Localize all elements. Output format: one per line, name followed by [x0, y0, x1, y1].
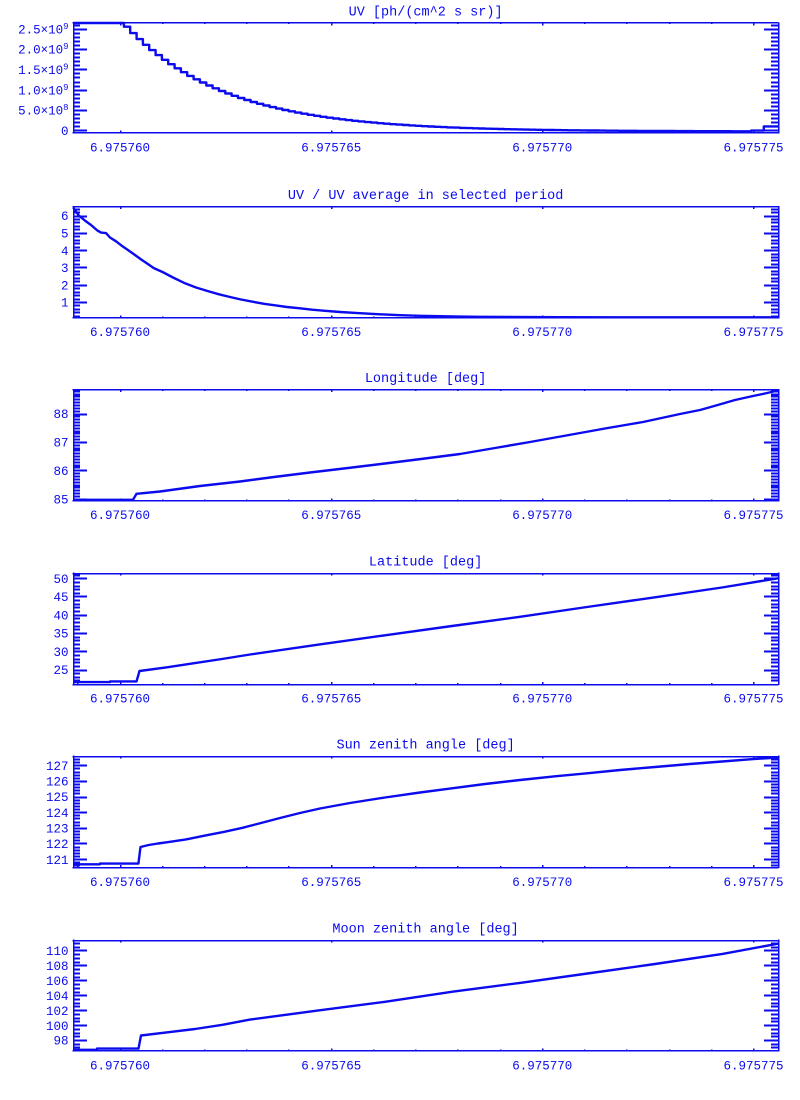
svg-text:6.975770: 6.975770: [512, 509, 572, 523]
svg-text:6.975765: 6.975765: [301, 693, 361, 707]
svg-text:5.0×108: 5.0×108: [18, 103, 68, 119]
svg-text:88: 88: [53, 408, 68, 422]
svg-text:35: 35: [53, 628, 68, 642]
svg-text:6.975775: 6.975775: [723, 509, 783, 523]
svg-text:6.975775: 6.975775: [723, 326, 783, 340]
svg-text:1: 1: [61, 297, 69, 311]
svg-text:6.975760: 6.975760: [90, 1059, 150, 1073]
svg-text:Sun zenith angle [deg]: Sun zenith angle [deg]: [336, 739, 514, 754]
svg-text:123: 123: [46, 823, 69, 837]
svg-text:5: 5: [61, 228, 69, 242]
svg-text:100: 100: [46, 1020, 69, 1034]
svg-text:6.975760: 6.975760: [90, 876, 150, 890]
svg-text:6.975760: 6.975760: [90, 142, 150, 156]
svg-text:102: 102: [46, 1005, 69, 1019]
svg-text:6.975760: 6.975760: [90, 693, 150, 707]
svg-text:122: 122: [46, 838, 69, 852]
svg-text:2.0×109: 2.0×109: [18, 42, 68, 58]
svg-text:6.975760: 6.975760: [90, 326, 150, 340]
svg-text:106: 106: [46, 975, 69, 989]
svg-text:UV [ph/(cm^2 s sr)]: UV [ph/(cm^2 s sr)]: [349, 6, 503, 21]
svg-text:6: 6: [61, 210, 69, 224]
svg-text:6.975765: 6.975765: [301, 142, 361, 156]
svg-text:6.975765: 6.975765: [301, 876, 361, 890]
svg-text:6.975775: 6.975775: [723, 142, 783, 156]
svg-text:40: 40: [53, 609, 68, 623]
svg-text:6.975765: 6.975765: [301, 509, 361, 523]
svg-text:4: 4: [61, 245, 69, 259]
svg-text:6.975765: 6.975765: [301, 326, 361, 340]
svg-text:6.975770: 6.975770: [512, 876, 572, 890]
svg-text:86: 86: [53, 465, 68, 479]
svg-text:3: 3: [61, 262, 69, 276]
svg-text:6.975770: 6.975770: [512, 1059, 572, 1073]
svg-text:6.975770: 6.975770: [512, 142, 572, 156]
svg-text:87: 87: [53, 437, 68, 451]
svg-text:50: 50: [53, 573, 68, 587]
svg-text:121: 121: [46, 854, 69, 868]
svg-text:6.975760: 6.975760: [90, 509, 150, 523]
svg-text:6.975775: 6.975775: [723, 693, 783, 707]
svg-text:98: 98: [53, 1035, 68, 1049]
svg-text:25: 25: [53, 664, 68, 678]
svg-text:Moon zenith angle [deg]: Moon zenith angle [deg]: [332, 923, 518, 938]
svg-text:1.5×109: 1.5×109: [18, 63, 68, 79]
svg-text:108: 108: [46, 960, 69, 974]
svg-text:2: 2: [61, 279, 69, 293]
svg-text:6.975770: 6.975770: [512, 693, 572, 707]
svg-text:6.975775: 6.975775: [723, 876, 783, 890]
svg-text:6.975775: 6.975775: [723, 1059, 783, 1073]
svg-text:125: 125: [46, 791, 69, 805]
svg-text:45: 45: [53, 591, 68, 605]
svg-text:0: 0: [61, 125, 69, 139]
svg-text:110: 110: [46, 945, 69, 959]
svg-text:Longitude [deg]: Longitude [deg]: [365, 372, 487, 387]
svg-text:UV / UV average in selected pe: UV / UV average in selected period: [288, 189, 563, 204]
svg-text:124: 124: [46, 807, 69, 821]
svg-text:Latitude [deg]: Latitude [deg]: [369, 556, 482, 571]
svg-text:126: 126: [46, 776, 69, 790]
svg-text:6.975765: 6.975765: [301, 1059, 361, 1073]
svg-text:6.975770: 6.975770: [512, 326, 572, 340]
svg-text:85: 85: [53, 493, 68, 507]
svg-text:2.5×109: 2.5×109: [18, 22, 68, 38]
svg-text:104: 104: [46, 990, 69, 1004]
svg-text:1.0×109: 1.0×109: [18, 83, 68, 99]
svg-text:127: 127: [46, 760, 69, 774]
svg-text:30: 30: [53, 646, 68, 660]
